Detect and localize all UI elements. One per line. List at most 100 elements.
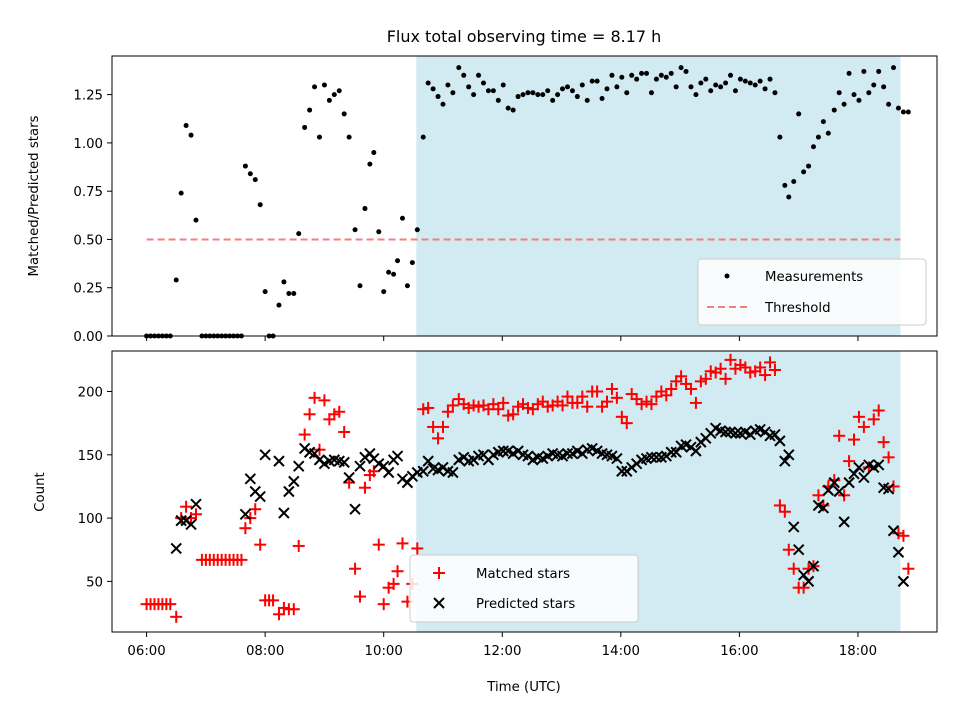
measurements-point <box>386 269 392 275</box>
matched-stars-point <box>358 481 371 494</box>
measurements-point <box>801 169 807 175</box>
matched-stars-point <box>436 420 449 433</box>
measurements-point <box>381 289 387 295</box>
measurements-point <box>728 72 734 78</box>
predicted-stars-point <box>185 518 197 531</box>
predicted-stars-point <box>259 449 271 461</box>
measurements-point <box>173 277 179 283</box>
counts-y-axis: 50 100 150 200 <box>78 386 112 590</box>
measurements-point <box>886 101 892 107</box>
measurements-point <box>476 72 482 78</box>
y-tick-label: 100 <box>78 512 103 527</box>
measurements-point <box>555 92 561 98</box>
measurements-point <box>490 88 496 94</box>
measurements-point <box>480 80 486 86</box>
measurements-point <box>796 111 802 117</box>
legend-marker-matched <box>433 567 445 579</box>
legend-label-matched: Matched stars <box>476 567 570 582</box>
matched-stars-point <box>882 451 895 464</box>
matched-stars-point <box>391 565 404 578</box>
counts-x-axis: 06:00 08:00 10:00 12:00 14:00 16:00 18:00 <box>127 632 877 659</box>
predicted-stars-point <box>244 473 257 485</box>
predicted-stars-point <box>783 449 795 461</box>
measurements-point <box>614 84 620 90</box>
measurements-point <box>257 202 263 208</box>
measurements-point <box>856 97 862 103</box>
matched-stars-point <box>724 353 737 366</box>
measurements-point <box>471 92 477 98</box>
measurements-point <box>461 72 467 78</box>
ratio-panel: 0.00 0.25 0.50 0.75 1.00 1.25 Matched/Predict… <box>27 55 938 345</box>
measurements-point <box>500 82 506 88</box>
measurements-point <box>450 90 456 96</box>
legend-label-measurements: Measurements <box>765 270 863 285</box>
measurements-point <box>183 123 189 129</box>
legend-marker-measurements <box>724 273 730 279</box>
matched-stars-point <box>298 428 311 441</box>
chart-title: Flux total observing time = 8.17 h <box>387 27 662 46</box>
matched-stars-point <box>773 499 786 512</box>
y-tick-label: 150 <box>78 449 103 464</box>
measurements-point <box>505 105 511 111</box>
measurements-point <box>742 78 748 84</box>
counts-panel: 50 100 150 200 06:00 08:00 10:00 12:00 14:00 16:… <box>33 350 938 695</box>
measurements-point <box>456 65 462 71</box>
measurements-point <box>336 88 342 94</box>
ratio-legend: Measurements Threshold <box>697 258 927 326</box>
predicted-stars-point <box>338 456 350 469</box>
matched-stars-point <box>591 385 604 398</box>
matched-stars-point <box>645 398 658 411</box>
measurements-point <box>825 130 831 136</box>
measurements-point <box>876 68 882 74</box>
matched-stars-point <box>170 610 183 623</box>
matched-stars-point <box>778 505 791 518</box>
predicted-stars-point <box>828 476 840 489</box>
measurements-point <box>836 90 842 96</box>
matched-stars-point <box>318 394 331 407</box>
matched-stars-point <box>684 382 697 395</box>
measurements-point <box>376 229 382 235</box>
measurements-point <box>619 74 625 80</box>
measurements-point <box>594 78 600 84</box>
matched-stars-point <box>396 537 409 550</box>
measurements-point <box>905 109 911 115</box>
measurements-point <box>895 105 901 111</box>
measurements-point <box>786 194 792 200</box>
y-tick-label: 1.25 <box>73 89 103 104</box>
predicted-stars-point <box>665 446 677 458</box>
matched-stars-point <box>581 400 594 413</box>
predicted-stars-point <box>822 484 835 496</box>
predicted-stars-point <box>293 460 305 472</box>
counts-y-axis-label: Count <box>33 472 48 512</box>
matched-stars-point <box>615 410 628 423</box>
measurements-point <box>851 92 857 98</box>
matched-stars-point <box>768 363 781 376</box>
matched-stars-point <box>338 426 351 439</box>
counts-points-layer <box>140 353 915 623</box>
matched-stars-point <box>235 553 248 566</box>
ratio-legend-box <box>697 258 927 326</box>
measurements-point <box>866 90 872 96</box>
measurements-point <box>673 84 679 90</box>
measurements-point <box>362 206 368 212</box>
matched-stars-point <box>764 356 777 369</box>
predicted-stars-point <box>391 450 404 462</box>
matched-stars-point <box>857 420 870 433</box>
measurements-point <box>599 95 605 101</box>
legend-label-predicted: Predicted stars <box>476 597 575 612</box>
counts-plot-frame <box>111 350 938 633</box>
measurements-point <box>569 88 575 94</box>
y-tick-label: 50 <box>86 575 103 590</box>
measurements-point <box>718 84 724 90</box>
measurements-point <box>767 76 773 82</box>
matched-stars-point <box>897 529 910 542</box>
measurements-point <box>430 86 436 92</box>
measurements-point <box>545 88 551 94</box>
predicted-stars-point <box>278 507 290 519</box>
measurements-point <box>535 92 541 98</box>
predicted-stars-point <box>175 514 187 527</box>
matched-stars-point <box>561 390 574 403</box>
measurements-point <box>550 97 556 103</box>
measurements-point <box>510 107 516 113</box>
